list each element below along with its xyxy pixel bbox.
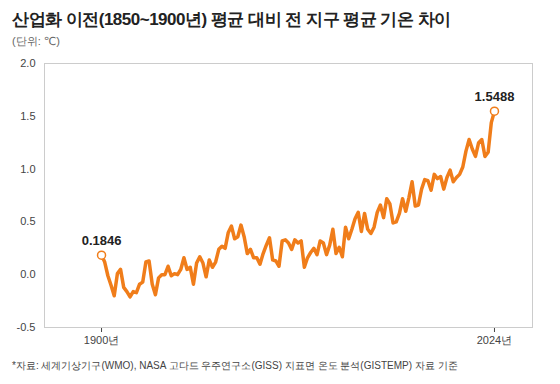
html-text:산업화 이전(1850~1900년) 평균 대비 전 지구: 산업화 이전(1850~1900년) 평균 대비 전 지구 평균 기온 차이 (12, 10, 451, 29)
svg-text:1.5488: 1.5488 (475, 89, 515, 104)
html-text:*자료: 세계기상기구(WMO), NASA 고다드 우주연: *자료: 세계기상기구(WMO), NASA 고다드 우주연구소(GISS) 지… (12, 360, 458, 371)
svg-text:2.0: 2.0 (20, 57, 35, 69)
svg-text:1.0: 1.0 (20, 163, 35, 175)
svg-text:1.5: 1.5 (20, 110, 35, 122)
svg-text:0.1846: 0.1846 (82, 233, 122, 248)
svg-text:-0.5: -0.5 (17, 321, 36, 333)
svg-text:0.0: 0.0 (20, 268, 35, 280)
svg-text:1900년: 1900년 (84, 334, 119, 346)
svg-text:0.5: 0.5 (20, 215, 35, 227)
svg-text:2024년: 2024년 (477, 334, 512, 346)
html-text:(단위: ℃): (단위: ℃) (12, 35, 60, 47)
